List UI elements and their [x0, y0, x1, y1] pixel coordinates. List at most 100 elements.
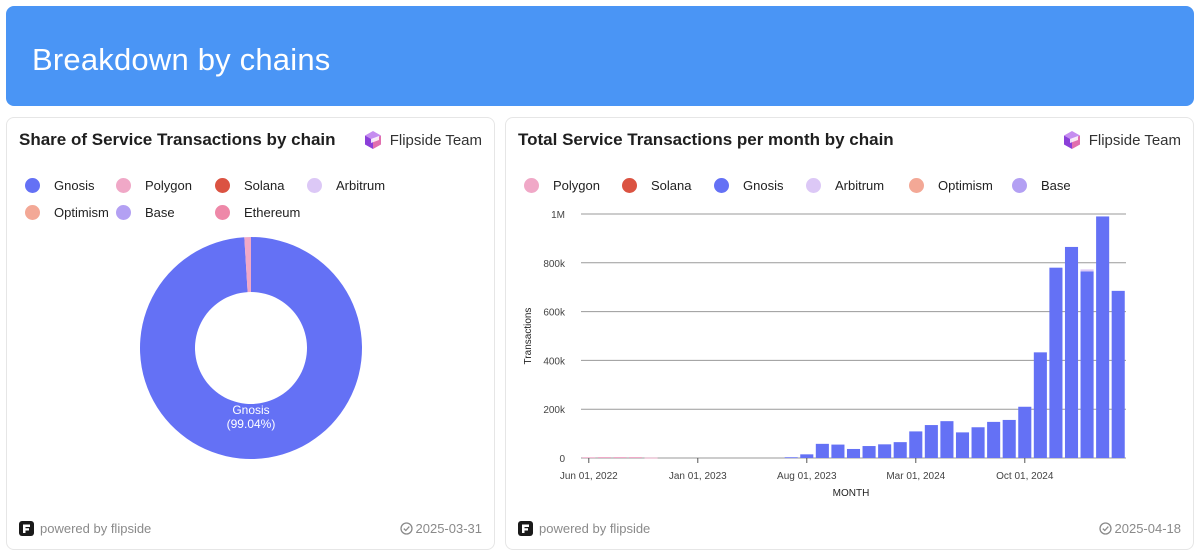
bar-polygon-2022-10	[644, 457, 658, 459]
legend-swatch	[215, 205, 230, 220]
legend-label: Solana	[244, 178, 285, 193]
bar-polygon-2022-08	[613, 457, 627, 458]
legend-swatch	[909, 178, 924, 193]
legend-swatch	[622, 178, 637, 193]
x-tick-label: Oct 01, 2024	[996, 471, 1054, 482]
legend-item-ethereum[interactable]: Ethereum	[215, 205, 307, 220]
legend-item-optimism[interactable]: Optimism	[909, 178, 1012, 193]
legend-label: Base	[145, 205, 175, 220]
bar-gnosis-2023-07	[784, 457, 798, 459]
legend-label: Optimism	[54, 205, 109, 220]
legend-label: Solana	[651, 178, 692, 193]
powered-by[interactable]: powered by flipside	[518, 521, 650, 536]
bar-arbitrum-2025-02	[1080, 269, 1094, 272]
bar-gnosis-2024-07	[971, 427, 985, 458]
legend-label: Arbitrum	[835, 178, 885, 193]
bar-chart: 0 200k 400k 600k 800k 1M Transactions Jun 01, 2…	[523, 210, 1126, 499]
monthly-transactions-card: Total Service Transactions per month by …	[505, 117, 1194, 550]
flipside-cube-icon	[364, 131, 381, 149]
y-axis-label: Transactions	[523, 308, 534, 365]
dashboard-header: Breakdown by chains	[6, 6, 1194, 106]
y-tick-label: 1M	[551, 210, 565, 221]
flipside-cube-icon	[1063, 131, 1080, 149]
author-badge[interactable]: Flipside Team	[1063, 129, 1181, 151]
legend-item-base[interactable]: Base	[116, 205, 215, 220]
x-tick-label: Aug 01, 2023	[777, 471, 837, 482]
bar-gnosis-2023-08	[800, 454, 814, 458]
x-tick-label: Jun 01, 2022	[560, 471, 618, 482]
bar-polygon-2022-06	[582, 457, 596, 459]
refresh-date-label: 2025-03-31	[415, 521, 483, 536]
slice-percent-label: (99.04%)	[227, 417, 276, 431]
y-tick-label: 0	[559, 454, 565, 465]
legend-item-polygon[interactable]: Polygon	[116, 178, 215, 193]
bar-gnosis-2025-02	[1080, 271, 1094, 458]
bar-gnosis-2024-12	[1049, 267, 1063, 458]
legend-item-polygon[interactable]: Polygon	[524, 178, 622, 193]
bar-gnosis-2024-08	[987, 421, 1001, 458]
legend-item-gnosis[interactable]: Gnosis	[25, 178, 116, 193]
donut-chart: Gnosis(99.04%)	[139, 237, 362, 460]
check-circle-icon	[399, 522, 413, 535]
author-name: Flipside Team	[389, 131, 482, 149]
legend-swatch	[215, 178, 230, 193]
x-axis-label: MONTH	[833, 488, 870, 499]
chart-legend: Polygon Solana Gnosis Arbitrum Optimism Base	[524, 172, 1183, 199]
y-tick-label: 600k	[543, 308, 566, 319]
bar-gnosis-2023-11	[846, 448, 861, 458]
x-tick-label: Mar 01, 2024	[886, 471, 945, 482]
bar-gnosis-2025-04	[1111, 290, 1125, 458]
legend-item-optimism[interactable]: Optimism	[25, 205, 116, 220]
legend-label: Gnosis	[54, 178, 95, 193]
flipside-logo-icon	[19, 521, 34, 536]
refresh-date-label: 2025-04-18	[1114, 521, 1182, 536]
legend-label: Polygon	[553, 178, 600, 193]
powered-by[interactable]: powered by flipside	[19, 521, 151, 536]
legend-item-arbitrum[interactable]: Arbitrum	[307, 178, 407, 193]
legend-swatch	[25, 205, 40, 220]
author-badge[interactable]: Flipside Team	[364, 129, 482, 151]
author-name: Flipside Team	[1088, 131, 1181, 149]
bar-gnosis-2025-03	[1096, 216, 1110, 458]
legend-swatch	[116, 205, 131, 220]
legend-label: Polygon	[145, 178, 192, 193]
legend-item-gnosis[interactable]: Gnosis	[714, 178, 806, 193]
legend-swatch	[116, 178, 131, 193]
legend-swatch	[1012, 178, 1027, 193]
slice-label: Gnosis	[232, 403, 269, 417]
bar-gnosis-2024-11	[1033, 352, 1047, 458]
legend-item-solana[interactable]: Solana	[622, 178, 714, 193]
pie-slice-polygon	[244, 237, 251, 293]
bar-gnosis-2024-09	[1002, 419, 1016, 458]
bar-gnosis-2024-05	[940, 421, 954, 458]
bar-gnosis-2023-10	[831, 444, 845, 458]
legend-swatch	[714, 178, 729, 193]
legend-swatch	[307, 178, 322, 193]
powered-by-label: powered by flipside	[539, 521, 651, 536]
refresh-date: 2025-04-18	[1098, 521, 1182, 536]
legend-item-solana[interactable]: Solana	[215, 178, 307, 193]
legend-label: Optimism	[938, 178, 993, 193]
legend-label: Arbitrum	[336, 178, 386, 193]
bar-gnosis-2024-10	[1018, 406, 1032, 458]
flipside-logo-icon	[518, 521, 533, 536]
bar-polygon-2022-07	[597, 457, 611, 458]
bar-gnosis-2024-04	[924, 425, 938, 458]
refresh-date: 2025-03-31	[399, 521, 483, 536]
legend-swatch	[806, 178, 821, 193]
chart-legend: Gnosis Polygon Solana Arbitrum Optimism Base E…	[25, 172, 484, 226]
bar-gnosis-2024-02	[893, 442, 907, 458]
legend-label: Gnosis	[743, 178, 784, 193]
legend-item-arbitrum[interactable]: Arbitrum	[806, 178, 909, 193]
bar-gnosis-2024-06	[955, 432, 970, 458]
bar-polygon-2022-09	[628, 457, 643, 458]
legend-label: Base	[1041, 178, 1071, 193]
legend-item-base[interactable]: Base	[1012, 178, 1092, 193]
bar-gnosis-2025-01	[1064, 246, 1079, 458]
x-tick-label: Jan 01, 2023	[669, 471, 727, 482]
y-tick-label: 800k	[543, 259, 566, 270]
bar-gnosis-2024-01	[878, 444, 892, 458]
pie-slice-gnosis	[139, 237, 362, 460]
check-circle-icon	[1098, 522, 1112, 535]
card-title: Total Service Transactions per month by …	[518, 130, 894, 149]
